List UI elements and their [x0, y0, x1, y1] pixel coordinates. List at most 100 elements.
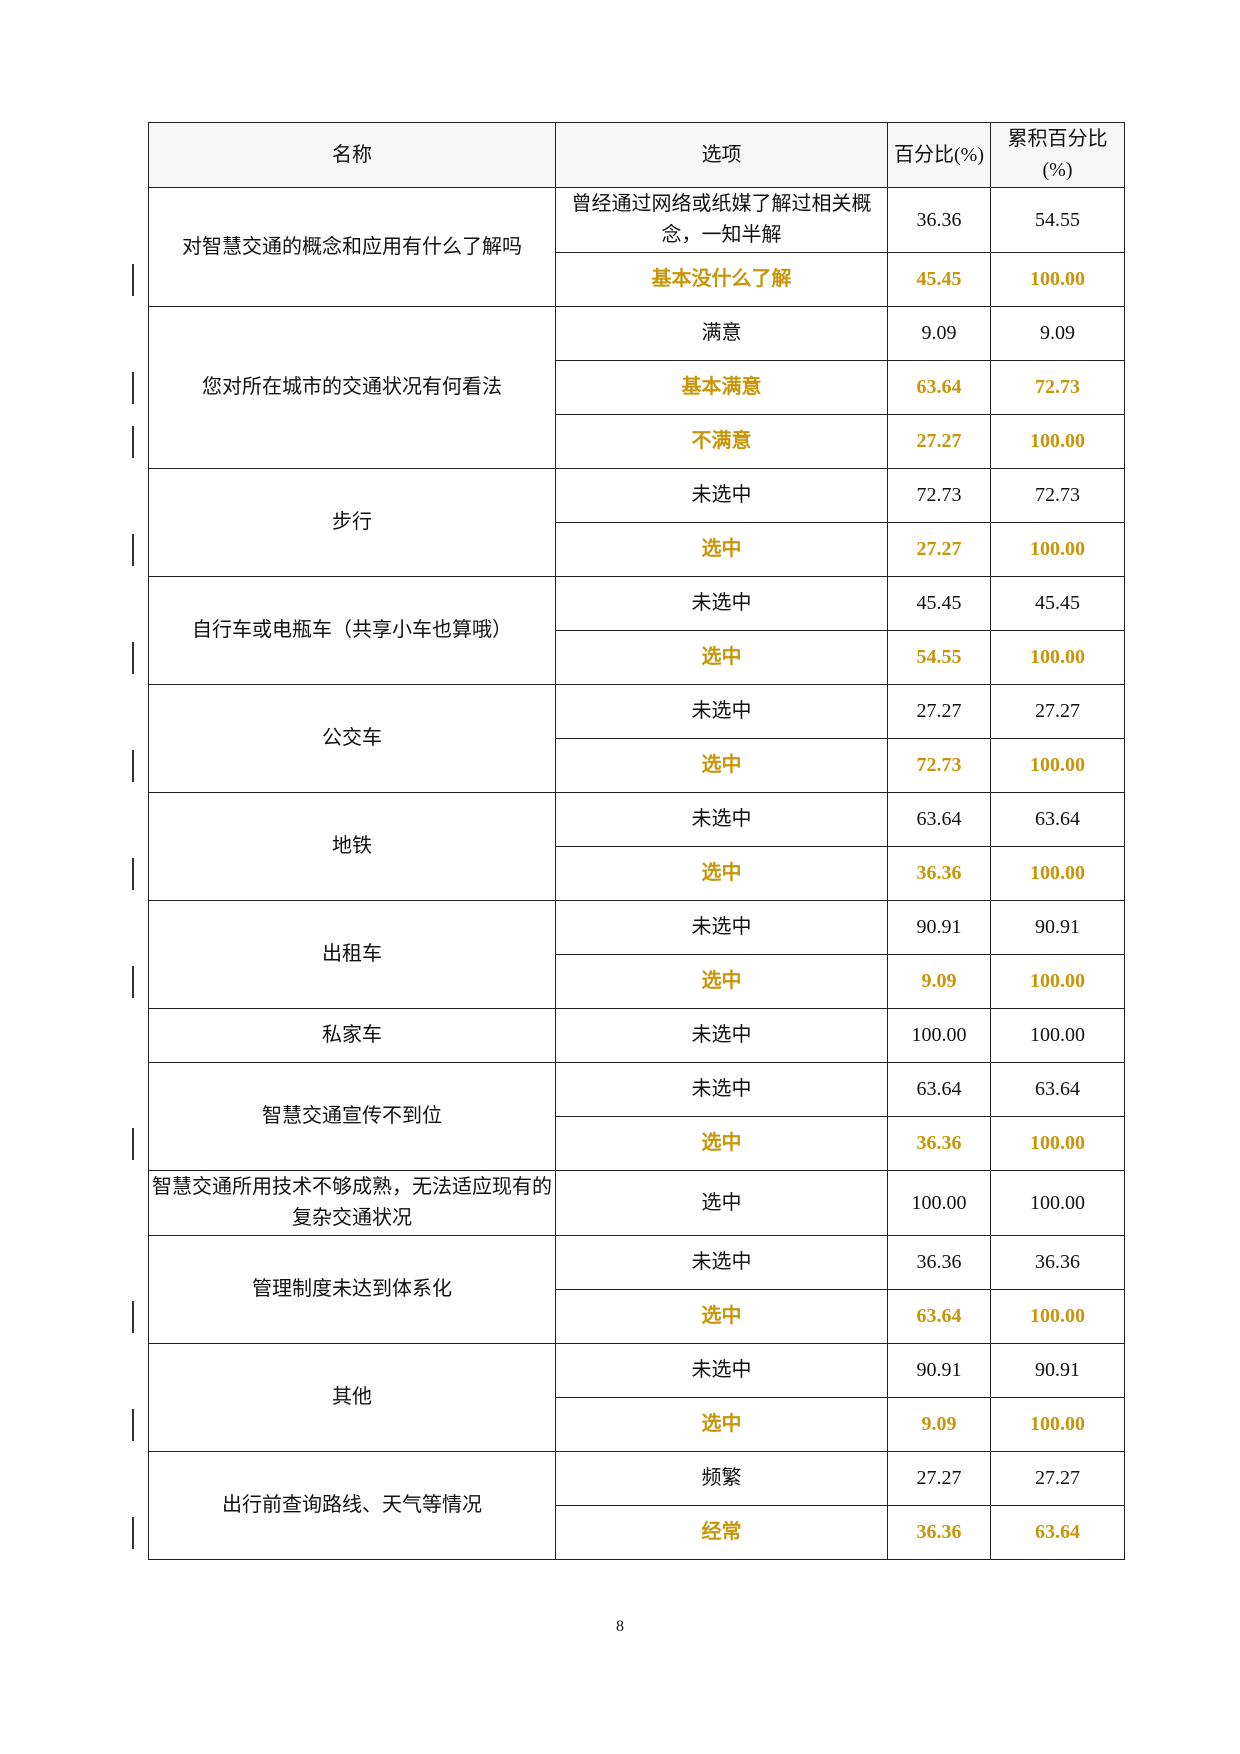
cumulative-cell: 36.36 — [990, 1235, 1125, 1290]
cumulative-cell: 54.55 — [990, 187, 1125, 253]
item-name: 出行前查询路线、天气等情况 — [148, 1451, 556, 1560]
table-row: 基本没什么了解 45.45 100.00 — [149, 252, 1125, 307]
revision-mark — [132, 749, 134, 782]
item-name: 自行车或电瓶车（共享小车也算哦） — [148, 576, 556, 685]
option-cell: 选中 — [555, 1170, 888, 1236]
cumulative-cell: 100.00 — [990, 522, 1125, 577]
table-row: 您对所在城市的交通状况有何看法 满意 9.09 9.09 — [148, 306, 1125, 469]
table-row: 选中 72.73 100.00 — [149, 738, 1125, 793]
item-name: 其他 — [148, 1343, 556, 1452]
percent-cell: 27.27 — [887, 684, 991, 739]
option-cell: 未选中 — [555, 1235, 888, 1290]
percent-cell: 36.36 — [887, 1235, 991, 1290]
percent-cell: 63.64 — [887, 1289, 991, 1344]
header-cumulative: 累积百分比(%) — [990, 122, 1125, 188]
table-row: 经常 36.36 63.64 — [149, 1505, 1125, 1560]
cumulative-cell: 100.00 — [990, 252, 1125, 307]
cumulative-cell: 72.73 — [990, 360, 1125, 415]
option-cell: 选中 — [555, 846, 888, 901]
percent-cell: 63.64 — [887, 360, 991, 415]
table-row: 管理制度未达到体系化 未选中 36.36 36.36 — [148, 1235, 1125, 1344]
table-row: 智慧交通所用技术不够成熟，无法适应现有的复杂交通状况 选中 100.00 100.00 — [148, 1170, 1125, 1236]
option-cell: 未选中 — [555, 468, 888, 523]
cumulative-cell: 63.64 — [990, 792, 1125, 847]
percent-cell: 90.91 — [887, 900, 991, 955]
percent-cell: 72.73 — [887, 468, 991, 523]
table-row: 选中 54.55 100.00 — [149, 630, 1125, 685]
header-row: 名称 选项 百分比(%) 累积百分比(%) — [148, 122, 1125, 188]
cumulative-cell: 100.00 — [990, 1289, 1125, 1344]
table-row: 选中 9.09 100.00 — [149, 954, 1125, 1009]
percent-cell: 72.73 — [887, 738, 991, 793]
item-name: 您对所在城市的交通状况有何看法 — [148, 306, 556, 469]
percent-cell: 63.64 — [887, 1062, 991, 1117]
survey-table: 名称 选项 百分比(%) 累积百分比(%) 对智慧交通的概念和应用有什么了解吗曾… — [148, 122, 1125, 1560]
option-cell: 基本满意 — [555, 360, 888, 415]
percent-cell: 9.09 — [887, 954, 991, 1009]
header-option: 选项 — [555, 122, 888, 188]
percent-cell: 27.27 — [887, 522, 991, 577]
cumulative-cell: 100.00 — [990, 954, 1125, 1009]
revision-mark — [132, 1516, 134, 1549]
percent-cell: 9.09 — [887, 306, 991, 361]
page-number: 8 — [616, 1618, 624, 1635]
percent-cell: 45.45 — [887, 576, 991, 631]
option-cell: 满意 — [555, 306, 888, 361]
cumulative-cell: 100.00 — [990, 1170, 1125, 1236]
option-cell: 曾经通过网络或纸媒了解过相关概念，一知半解 — [555, 187, 888, 253]
option-cell: 基本没什么了解 — [555, 252, 888, 307]
table-row: 出行前查询路线、天气等情况 频繁 27.27 27.27 — [148, 1451, 1125, 1560]
table-row: 自行车或电瓶车（共享小车也算哦） 未选中 45.45 45.45 — [148, 576, 1125, 685]
option-cell: 不满意 — [555, 414, 888, 469]
percent-cell: 36.36 — [887, 187, 991, 253]
revision-mark — [132, 425, 134, 458]
option-cell: 选中 — [555, 1289, 888, 1344]
cumulative-cell: 9.09 — [990, 306, 1125, 361]
option-cell: 未选中 — [555, 684, 888, 739]
table-row: 智慧交通宣传不到位 未选中 63.64 63.64 — [148, 1062, 1125, 1171]
revision-mark — [132, 1408, 134, 1441]
percent-cell: 45.45 — [887, 252, 991, 307]
table-row: 选中 63.64 100.00 — [149, 1289, 1125, 1344]
option-cell: 选中 — [555, 1116, 888, 1171]
table-row: 公交车 未选中 27.27 27.27 — [148, 684, 1125, 793]
option-cell: 未选中 — [555, 1062, 888, 1117]
revision-mark — [132, 263, 134, 296]
header-name: 名称 — [148, 122, 556, 188]
table-row: 地铁 未选中 63.64 63.64 — [148, 792, 1125, 901]
option-cell: 选中 — [555, 954, 888, 1009]
option-cell: 未选中 — [555, 576, 888, 631]
revision-mark — [132, 1300, 134, 1333]
cumulative-cell: 100.00 — [990, 1397, 1125, 1452]
option-cell: 未选中 — [555, 900, 888, 955]
table-row: 其他 未选中 90.91 90.91 — [148, 1343, 1125, 1452]
percent-cell: 9.09 — [887, 1397, 991, 1452]
revision-mark — [132, 371, 134, 404]
cumulative-cell: 90.91 — [990, 900, 1125, 955]
table-row: 选中 36.36 100.00 — [149, 1116, 1125, 1171]
cumulative-cell: 100.00 — [990, 1008, 1125, 1063]
option-cell: 选中 — [555, 1397, 888, 1452]
table-row: 对智慧交通的概念和应用有什么了解吗 曾经通过网络或纸媒了解过相关概念，一知半解 36… — [148, 187, 1125, 307]
item-name: 出租车 — [148, 900, 556, 1009]
cumulative-cell: 63.64 — [990, 1505, 1125, 1560]
option-cell: 选中 — [555, 630, 888, 685]
table-row: 私家车 未选中 100.00 100.00 — [148, 1008, 1125, 1063]
option-cell: 选中 — [555, 522, 888, 577]
cumulative-cell: 100.00 — [990, 414, 1125, 469]
option-cell: 选中 — [555, 738, 888, 793]
item-name: 智慧交通所用技术不够成熟，无法适应现有的复杂交通状况 — [148, 1170, 556, 1236]
cumulative-cell: 45.45 — [990, 576, 1125, 631]
percent-cell: 36.36 — [887, 1505, 991, 1560]
percent-cell: 27.27 — [887, 414, 991, 469]
percent-cell: 27.27 — [887, 1451, 991, 1506]
cumulative-cell: 27.27 — [990, 1451, 1125, 1506]
option-cell: 频繁 — [555, 1451, 888, 1506]
cumulative-cell: 100.00 — [990, 738, 1125, 793]
revision-mark — [132, 533, 134, 566]
option-cell: 未选中 — [555, 1343, 888, 1398]
revision-mark — [132, 1127, 134, 1160]
percent-cell: 90.91 — [887, 1343, 991, 1398]
header-percent: 百分比(%) — [887, 122, 991, 188]
revision-mark — [132, 965, 134, 998]
